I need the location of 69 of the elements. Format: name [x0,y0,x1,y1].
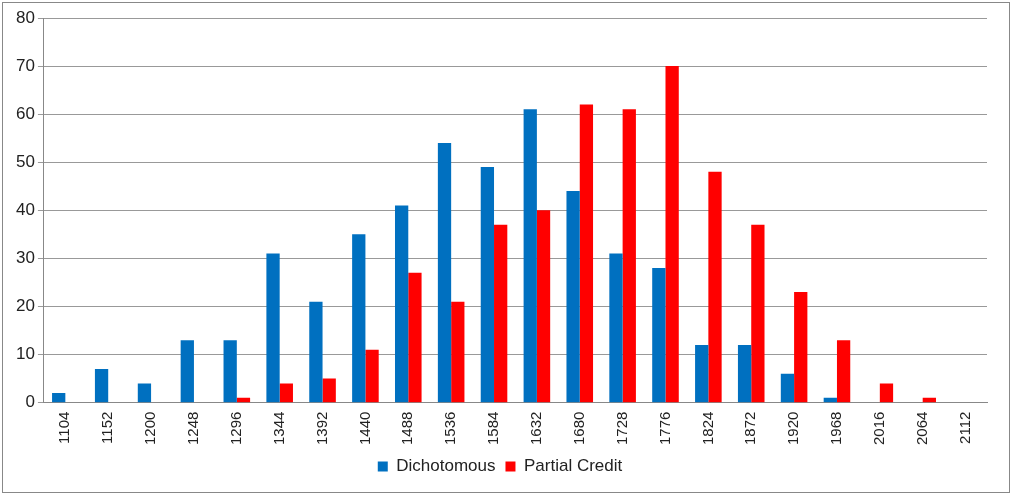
bar [751,224,765,403]
x-tick-label: 1296 [226,411,244,446]
y-tick-label: 50 [15,151,35,171]
x-tick-label: 1488 [398,411,416,446]
x-tick-label: 1248 [184,411,202,446]
bar [652,268,666,403]
bar [879,383,894,403]
y-tick-label: 20 [15,296,35,316]
bar [922,397,936,403]
bar [579,104,594,403]
bar [236,397,251,403]
legend-label: Partial Credit [523,456,623,476]
bar [737,344,752,403]
bar [94,368,109,403]
bar [708,171,722,403]
x-tick-label: 1200 [141,411,159,446]
bar [408,272,422,403]
y-tick-label: 10 [15,344,35,364]
x-tick-label: 1152 [98,411,116,444]
bar [266,253,280,403]
x-tick-label: 1536 [441,411,459,446]
y-tick-label: 70 [15,55,35,75]
bar [523,109,537,403]
bar [437,143,452,403]
bar [309,301,323,403]
bar [322,378,336,403]
bar [566,191,580,403]
y-tick-label: 80 [15,7,35,27]
x-tick-label: 2064 [912,411,930,446]
bar [180,340,194,403]
bar [609,253,623,403]
bar [622,109,636,403]
bar [395,205,409,403]
bar [52,393,66,403]
x-tick-label: 1968 [827,411,845,446]
y-tick-label: 40 [15,200,35,219]
bar [365,349,379,403]
bar [480,167,495,403]
bar [223,340,237,403]
x-tick-label: 1680 [569,411,587,446]
bar [536,210,551,403]
x-tick-label: 1728 [612,411,630,446]
bar [451,301,465,403]
bar [780,373,795,403]
x-tick-label: 1824 [698,411,716,446]
x-tick-label: 1632 [527,411,545,446]
x-tick-label: 1392 [312,411,330,446]
y-tick-label: 30 [15,248,35,268]
x-tick-label: 1584 [484,411,502,446]
bar [823,397,837,403]
bar [352,234,366,403]
legend-label: Dichotomous [396,456,496,476]
x-tick-label: 2112 [955,411,973,444]
bar [665,66,679,403]
bar [494,224,508,403]
bar [836,340,851,403]
x-tick-label: 2016 [869,411,887,446]
x-tick-label: 1440 [355,411,373,446]
bar [279,383,293,403]
y-tick-label: 60 [15,103,35,123]
x-tick-label: 1920 [784,411,802,446]
x-tick-label: 1344 [269,411,287,446]
bar [137,383,152,403]
x-tick-label: 1872 [741,411,759,446]
bar [794,292,808,403]
bar [695,344,709,403]
x-tick-label: 1104 [55,411,73,444]
y-tick-label: 0 [25,392,35,412]
x-tick-label: 1776 [655,411,673,446]
